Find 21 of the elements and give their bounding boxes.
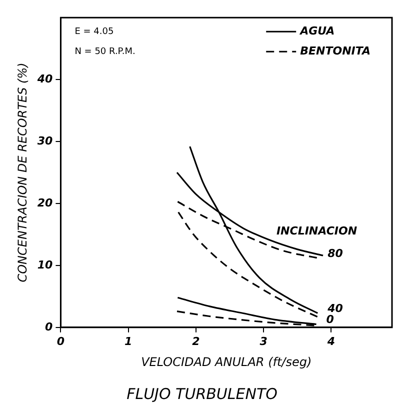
y-tick-label: 0 — [45, 320, 54, 334]
text: FLUJO TURBULENTO — [126, 384, 278, 403]
annotation: INCLINACION — [276, 224, 358, 238]
y-tick-label: 20 — [37, 196, 54, 210]
legend-label: BENTONITA — [300, 44, 371, 58]
y-tick-label: 10 — [37, 258, 54, 272]
x-tick-label: 0 — [56, 334, 65, 348]
annotation: 80 — [328, 246, 344, 260]
annotation: E = 4.05 — [74, 26, 114, 37]
annotation: 40 — [326, 302, 344, 316]
legend-label: AGUA — [299, 24, 335, 38]
x-tick-label: 4 — [326, 334, 335, 348]
annotation: N = 50 R.P.M. — [74, 46, 136, 57]
y-tick-label: 40 — [36, 72, 54, 86]
x-tick-label: 3 — [260, 334, 268, 348]
y-tick-label: 30 — [37, 134, 54, 148]
annotation: 0 — [326, 313, 334, 326]
x-axis-title: VELOCIDAD ANULAR (ft/seg) — [141, 354, 312, 369]
x-tick-label: 1 — [124, 334, 132, 348]
y-axis-title: CONCENTRACION DE RECORTES (%) — [15, 62, 30, 282]
x-tick-label: 2 — [192, 334, 200, 348]
